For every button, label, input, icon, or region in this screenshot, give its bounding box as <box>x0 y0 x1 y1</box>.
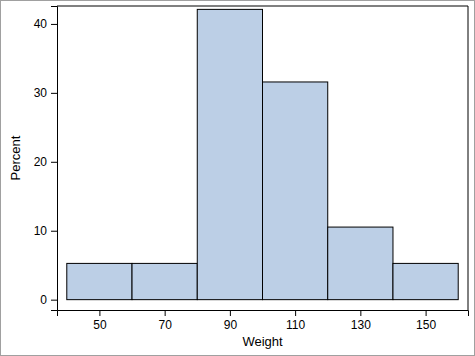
histogram-bar <box>67 263 132 299</box>
x-tick-mark <box>426 310 427 316</box>
x-tick-label: 90 <box>224 318 238 332</box>
x-tick-mark <box>230 310 231 316</box>
x-tick-label: 130 <box>351 318 371 332</box>
x-tick: 90 <box>224 310 238 332</box>
y-tick-label: 0 <box>40 293 47 307</box>
x-tick-label: 50 <box>93 318 107 332</box>
outer-border <box>1 1 475 356</box>
x-tick-mark <box>360 310 361 316</box>
x-tick-mark <box>295 310 296 316</box>
y-tick-label: 10 <box>34 224 48 238</box>
y-tick-label: 40 <box>34 17 48 31</box>
x-tick-label: 110 <box>286 318 305 332</box>
frame-top <box>57 6 468 7</box>
x-tick-mark <box>99 310 100 316</box>
histogram-bar <box>263 82 328 300</box>
histogram-bar <box>197 9 262 299</box>
y-tick: 20 <box>34 155 57 169</box>
y-tick: 10 <box>34 224 57 238</box>
histogram-bar <box>132 263 197 299</box>
histogram-bar <box>328 227 393 300</box>
y-tick-mark <box>51 93 57 94</box>
bars <box>67 9 458 299</box>
x-tick: 70 <box>158 310 172 332</box>
x-tick-label: 150 <box>416 318 436 332</box>
y-axis-line <box>51 7 58 311</box>
x-tick: 130 <box>351 310 371 332</box>
y-tick-mark <box>51 231 57 232</box>
x-tick-mark <box>165 310 166 316</box>
y-tick-mark <box>51 300 57 301</box>
frame-right <box>468 6 469 310</box>
x-tick: 50 <box>93 310 107 332</box>
y-tick-mark <box>51 24 57 25</box>
x-axis-title: Weight <box>242 334 283 349</box>
y-tick: 40 <box>34 17 57 31</box>
y-axis: 0 10 20 30 40 <box>34 7 58 311</box>
y-tick: 0 <box>40 293 57 307</box>
x-axis: 50 70 90 110 130 150 <box>58 310 469 332</box>
y-tick-label: 20 <box>34 155 48 169</box>
y-tick-mark <box>51 162 57 163</box>
x-tick-label: 70 <box>158 318 172 332</box>
x-tick: 150 <box>416 310 436 332</box>
histogram-bar <box>393 263 458 299</box>
y-tick: 30 <box>34 86 57 100</box>
x-tick: 110 <box>286 310 305 332</box>
y-axis-title: Percent <box>8 135 23 180</box>
y-tick-label: 30 <box>34 86 48 100</box>
chart: 50 70 90 110 130 150 0 10 20 30 40 Weight Percent <box>0 0 475 356</box>
x-axis-line <box>58 311 469 317</box>
